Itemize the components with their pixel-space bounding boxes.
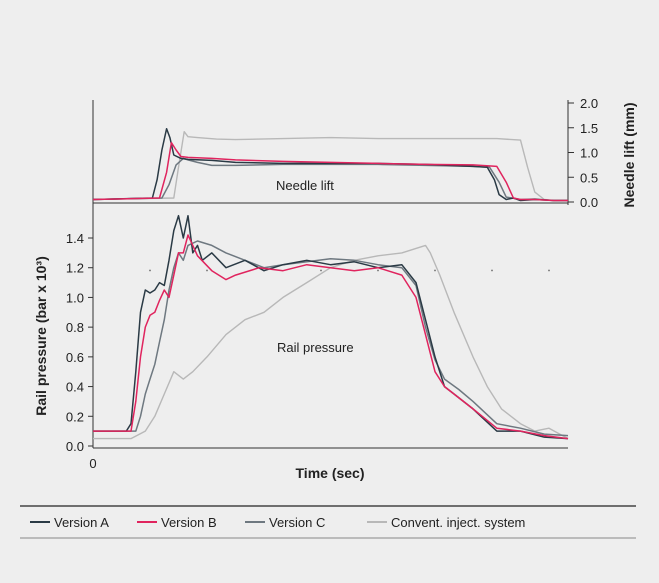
rail-pressure-series-version-a [93, 214, 569, 440]
rail-pressure-y-tick-label: 0.0 [66, 439, 84, 454]
rail-pressure-axis-title: Rail pressure (bar x 10³) [33, 256, 49, 416]
needle-lift-y-tick-label: 2.0 [580, 96, 598, 111]
needle-lift-y-tick-label: 0.5 [580, 170, 598, 185]
legend-label-3: Version C [269, 515, 325, 530]
legend-label-2: Version B [161, 515, 217, 530]
needle-lift-series-group [92, 127, 568, 202]
rail-pressure-axis-ticks: 1.4 1.2 1.0 0.8 0.6 0.4 0.2 0.0 [66, 231, 93, 454]
legend-label-1: Version A [54, 515, 109, 530]
rail-pressure-series-group [93, 214, 569, 440]
legend: Version A Version B Version C Convent. inje… [30, 515, 525, 530]
needle-lift-axis-ticks: 2.0 1.5 1.0 0.5 0.0 [568, 96, 598, 210]
needle-lift-y-tick-label: 1.5 [580, 121, 598, 136]
legend-label-4: Convent. inject. system [391, 515, 525, 530]
x-tick-label-0: 0 [89, 456, 96, 471]
rail-pressure-series-version-c [93, 240, 569, 437]
rail-pressure-y-tick-label: 1.2 [66, 261, 84, 276]
needle-lift-y-tick-label: 0.0 [580, 195, 598, 210]
rail-pressure-y-tick-label: 1.0 [66, 290, 84, 305]
needle-lift-annotation: Needle lift [276, 178, 334, 193]
needle-lift-y-tick-label: 1.0 [580, 146, 598, 161]
rail-pressure-y-tick-label: 0.4 [66, 380, 84, 395]
rail-pressure-grid-dots [149, 269, 550, 272]
needle-lift-series-version-b [92, 141, 568, 202]
rail-pressure-y-tick-label: 0.2 [66, 409, 84, 424]
x-axis-title: Time (sec) [296, 465, 365, 481]
rail-pressure-series-version-b [93, 234, 569, 440]
rail-pressure-y-tick-label: 1.4 [66, 231, 84, 246]
rail-pressure-y-tick-label: 0.8 [66, 320, 84, 335]
rail-pressure-annotation: Rail pressure [277, 340, 354, 355]
rail-pressure-y-tick-label: 0.6 [66, 350, 84, 365]
needle-lift-axis-title: Needle lift (mm) [621, 102, 637, 207]
needle-lift-series-convent-inject-system [92, 130, 568, 202]
